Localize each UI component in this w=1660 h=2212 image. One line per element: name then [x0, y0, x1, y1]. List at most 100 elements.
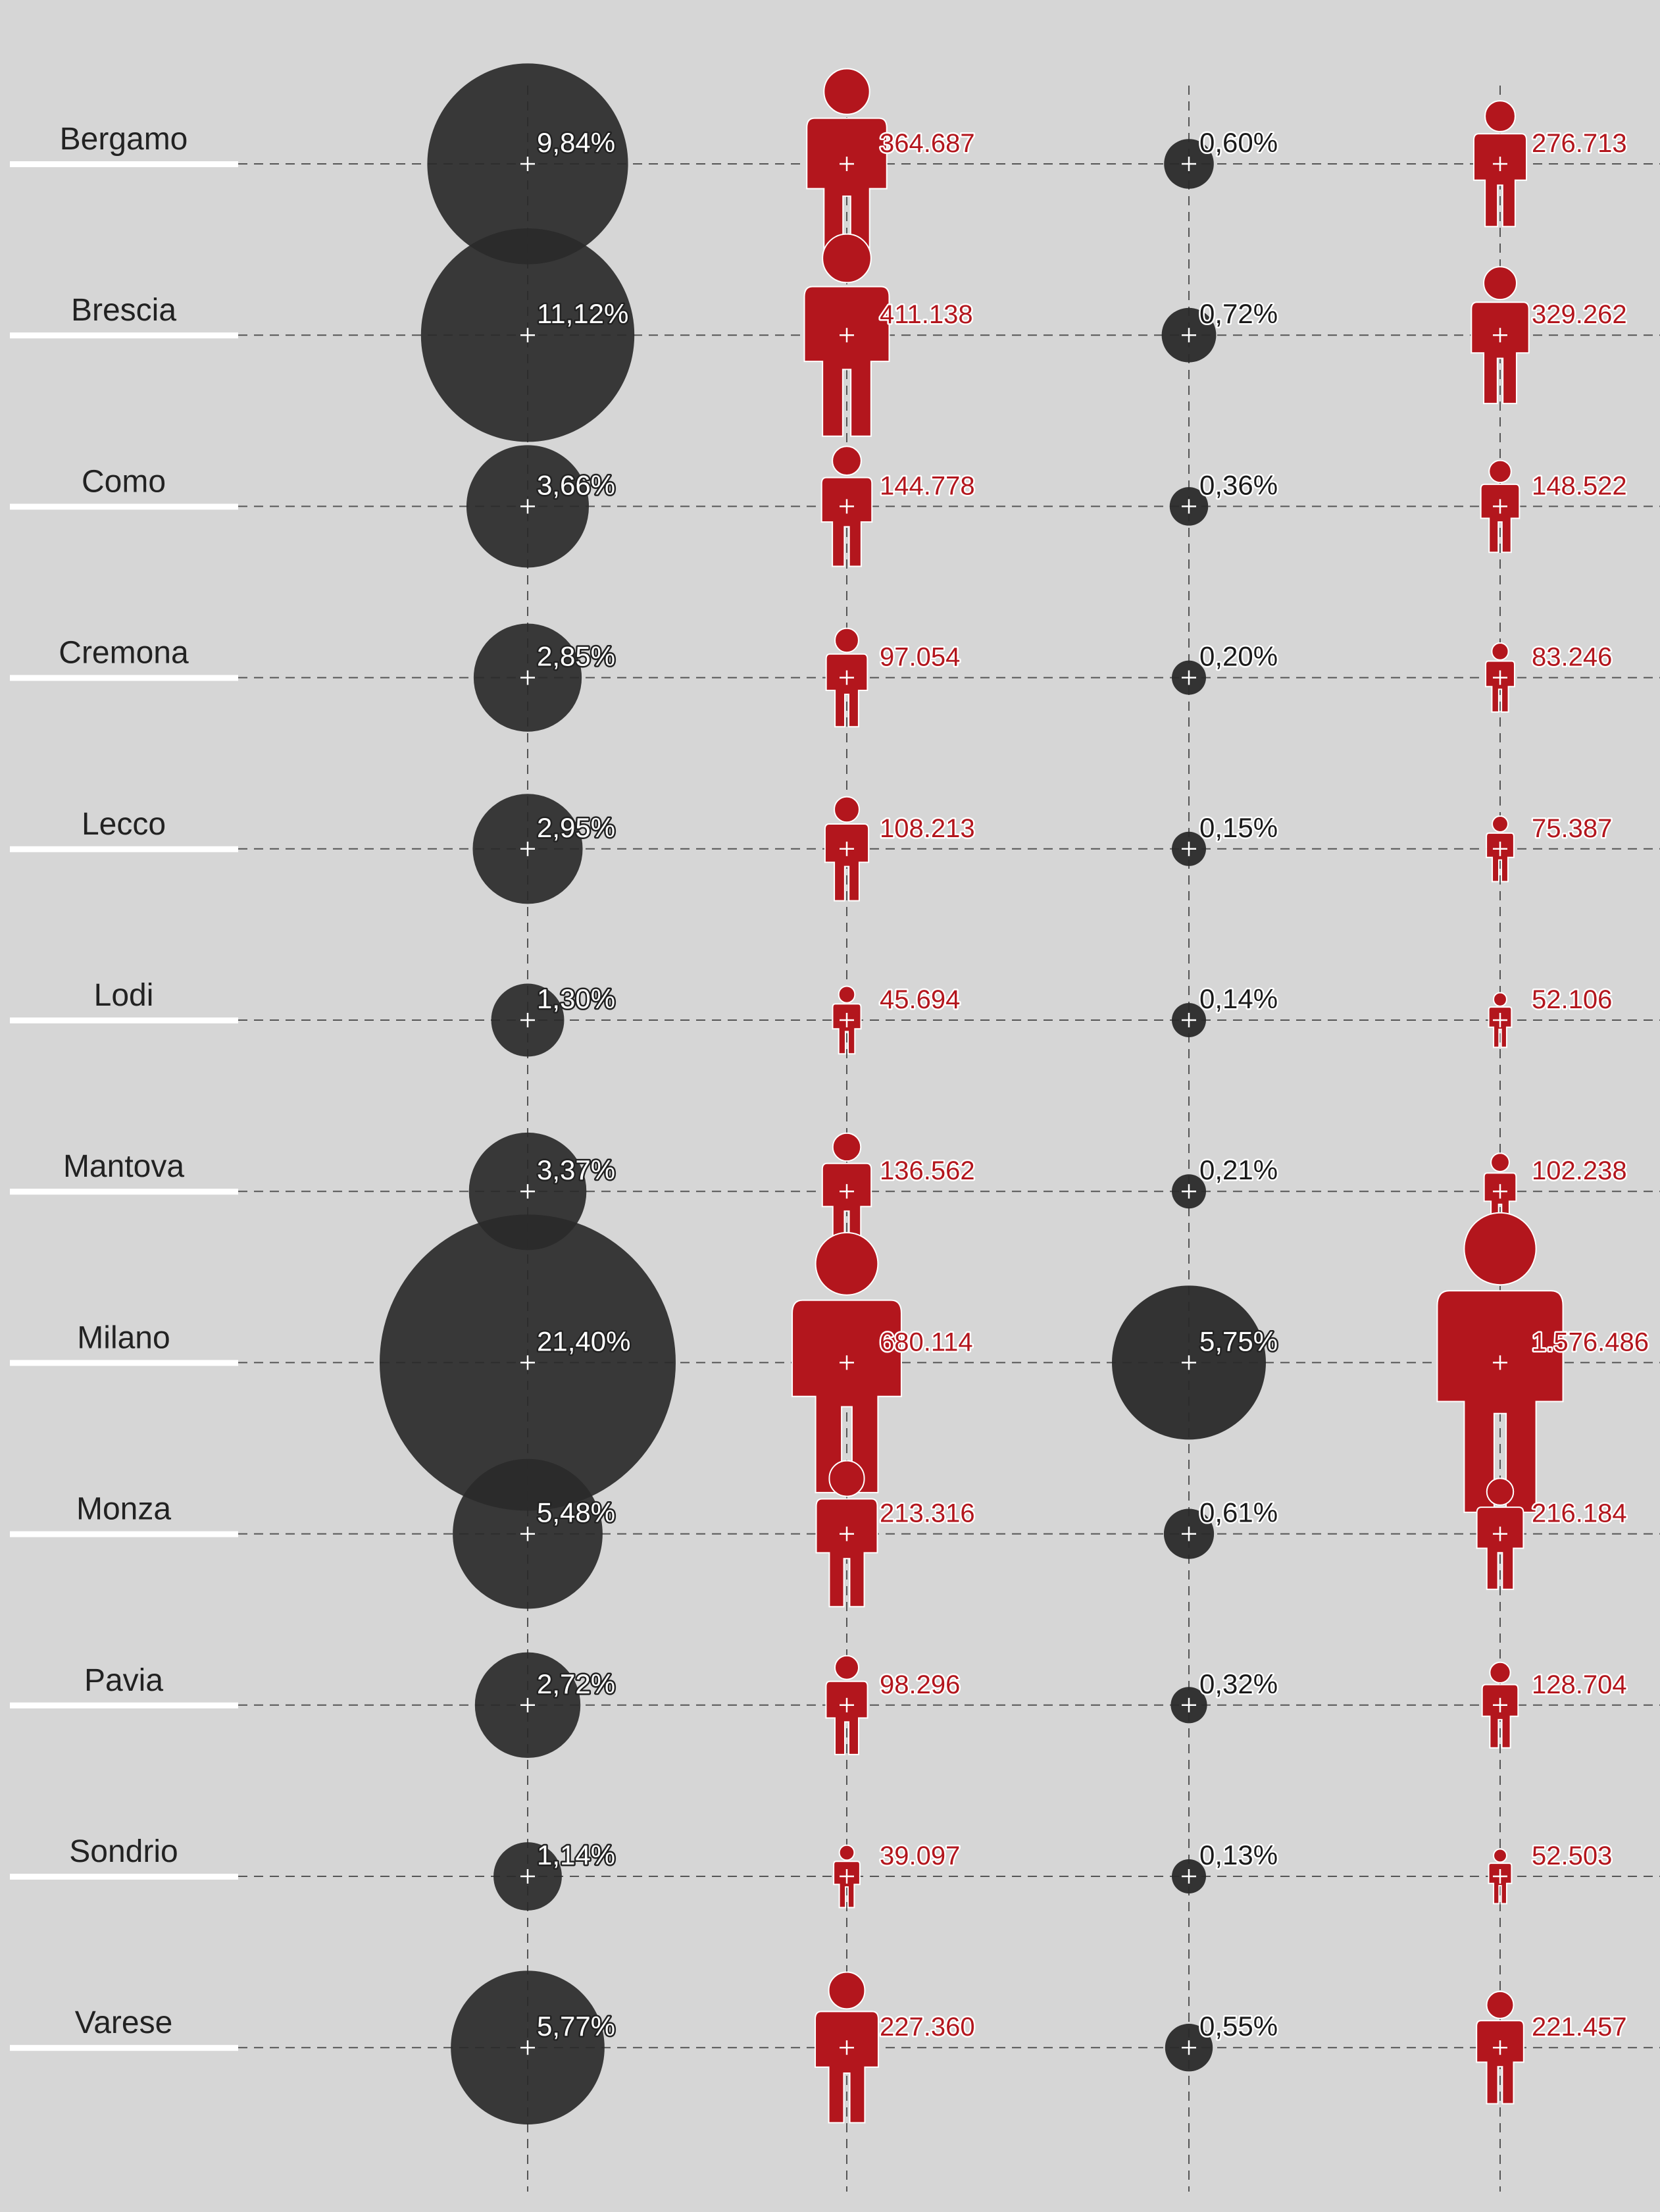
value-label-c2-pavia: 98.296 — [880, 1670, 960, 1699]
province-label-mantova: Mantova — [63, 1149, 184, 1184]
value-label-c3-milano: 5,75% — [1199, 1325, 1278, 1356]
province-label-cremona: Cremona — [59, 636, 189, 671]
center-cross-c4-lecco — [1493, 841, 1507, 856]
province-label-bergamo: Bergamo — [60, 122, 188, 157]
center-cross-c2-sondrio — [840, 1869, 854, 1884]
province-underline-lecco — [10, 846, 238, 852]
province-label-lecco: Lecco — [82, 807, 166, 842]
province-label-milano: Milano — [77, 1320, 170, 1355]
province-underline-sondrio — [10, 1874, 238, 1880]
province-label-pavia: Pavia — [84, 1663, 163, 1698]
center-cross-c1-monza — [520, 1526, 535, 1541]
center-cross-c3-brescia — [1182, 328, 1196, 343]
value-label-c4-monza: 216.184 — [1532, 1499, 1627, 1528]
center-cross-c4-brescia — [1493, 328, 1507, 343]
value-label-c1-monza: 5,48% — [537, 1497, 615, 1528]
value-label-c3-cremona: 0,20% — [1199, 641, 1278, 672]
value-label-c2-mantova: 136.562 — [880, 1156, 975, 1185]
center-markers — [520, 157, 1507, 2055]
center-cross-c2-brescia — [840, 328, 854, 343]
center-cross-c1-sondrio — [520, 1869, 535, 1884]
center-cross-c1-bergamo — [520, 157, 535, 171]
value-label-c3-lecco: 0,15% — [1199, 812, 1278, 843]
value-label-c1-lecco: 2,95% — [537, 812, 615, 843]
value-label-c1-milano: 21,40% — [537, 1325, 630, 1356]
center-cross-c2-lecco — [840, 841, 854, 856]
value-label-c2-cremona: 97.054 — [880, 643, 960, 672]
province-underline-mantova — [10, 1189, 238, 1195]
value-label-c3-sondrio: 0,13% — [1199, 1839, 1278, 1870]
center-cross-c2-como — [840, 499, 854, 514]
center-cross-c1-mantova — [520, 1184, 535, 1199]
province-underline-monza — [10, 1531, 238, 1537]
center-cross-c4-monza — [1493, 1526, 1507, 1541]
value-label-c2-sondrio: 39.097 — [880, 1841, 960, 1870]
value-label-c2-brescia: 411.138 — [880, 300, 973, 329]
center-cross-c1-lecco — [520, 841, 535, 856]
value-label-c2-bergamo: 364.687 — [880, 129, 975, 158]
value-label-c1-cremona: 2,85% — [537, 641, 615, 672]
center-cross-c3-sondrio — [1182, 1869, 1196, 1884]
value-label-c3-brescia: 0,72% — [1199, 298, 1278, 329]
center-cross-c3-bergamo — [1182, 157, 1196, 171]
center-cross-c3-mantova — [1182, 1184, 1196, 1199]
value-label-c1-pavia: 2,72% — [537, 1668, 615, 1699]
value-label-c1-mantova: 3,37% — [537, 1154, 615, 1185]
value-label-c4-milano: 1.576.486 — [1532, 1327, 1649, 1356]
center-cross-c4-mantova — [1493, 1184, 1507, 1199]
center-cross-c4-cremona — [1493, 670, 1507, 685]
center-cross-c2-pavia — [840, 1697, 854, 1712]
center-cross-c2-cremona — [840, 670, 854, 685]
value-label-c1-sondrio: 1,14% — [537, 1839, 615, 1870]
province-underline-como — [10, 503, 238, 510]
value-label-c4-sondrio: 52.503 — [1532, 1841, 1612, 1870]
value-label-c3-varese: 0,55% — [1199, 2011, 1278, 2042]
value-label-c4-brescia: 329.262 — [1532, 300, 1627, 329]
value-label-c3-pavia: 0,32% — [1199, 1668, 1278, 1699]
value-label-c1-varese: 5,77% — [537, 2011, 615, 2042]
center-cross-c4-bergamo — [1493, 157, 1507, 171]
province-underline-brescia — [10, 332, 238, 339]
center-cross-c4-sondrio — [1493, 1869, 1507, 1884]
center-cross-c2-monza — [840, 1526, 854, 1541]
province-label-varese: Varese — [75, 2005, 173, 2040]
center-cross-c1-como — [520, 499, 535, 514]
value-label-c4-pavia: 128.704 — [1532, 1670, 1627, 1699]
center-cross-c1-pavia — [520, 1697, 535, 1712]
center-cross-c3-cremona — [1182, 670, 1196, 685]
center-cross-c4-milano — [1493, 1355, 1507, 1370]
center-cross-c1-brescia — [520, 328, 535, 343]
province-underline-lodi — [10, 1017, 238, 1023]
value-label-c3-como: 0,36% — [1199, 469, 1278, 500]
center-cross-c4-lodi — [1493, 1013, 1507, 1027]
value-label-c2-milano: 680.114 — [880, 1327, 973, 1356]
province-label-monza: Monza — [76, 1492, 171, 1527]
value-label-c4-mantova: 102.238 — [1532, 1156, 1627, 1185]
center-cross-c3-pavia — [1182, 1697, 1196, 1712]
province-label-como: Como — [82, 464, 166, 499]
chart-marks — [10, 63, 1564, 2125]
value-label-c4-cremona: 83.246 — [1532, 643, 1612, 672]
center-cross-c4-como — [1493, 499, 1507, 514]
value-label-c2-lecco: 108.213 — [880, 814, 975, 843]
center-cross-c3-varese — [1182, 2040, 1196, 2055]
center-cross-c2-mantova — [840, 1184, 854, 1199]
province-label-lodi: Lodi — [94, 978, 154, 1013]
province-underline-varese — [10, 2045, 238, 2051]
center-cross-c3-lecco — [1182, 841, 1196, 856]
center-cross-c1-lodi — [520, 1013, 535, 1027]
center-cross-c2-varese — [840, 2040, 854, 2055]
value-label-c3-bergamo: 0,60% — [1199, 127, 1278, 158]
province-underline-cremona — [10, 675, 238, 681]
value-label-c1-brescia: 11,12% — [537, 298, 628, 329]
value-label-c1-como: 3,66% — [537, 469, 615, 500]
center-cross-c3-como — [1182, 499, 1196, 514]
value-label-c2-varese: 227.360 — [880, 2013, 975, 2042]
province-underline-pavia — [10, 1702, 238, 1709]
center-cross-c2-lodi — [840, 1013, 854, 1027]
value-label-c4-lecco: 75.387 — [1532, 814, 1612, 843]
center-cross-c3-monza — [1182, 1526, 1196, 1541]
value-label-c1-lodi: 1,30% — [537, 983, 615, 1014]
value-label-c2-monza: 213.316 — [880, 1499, 975, 1528]
